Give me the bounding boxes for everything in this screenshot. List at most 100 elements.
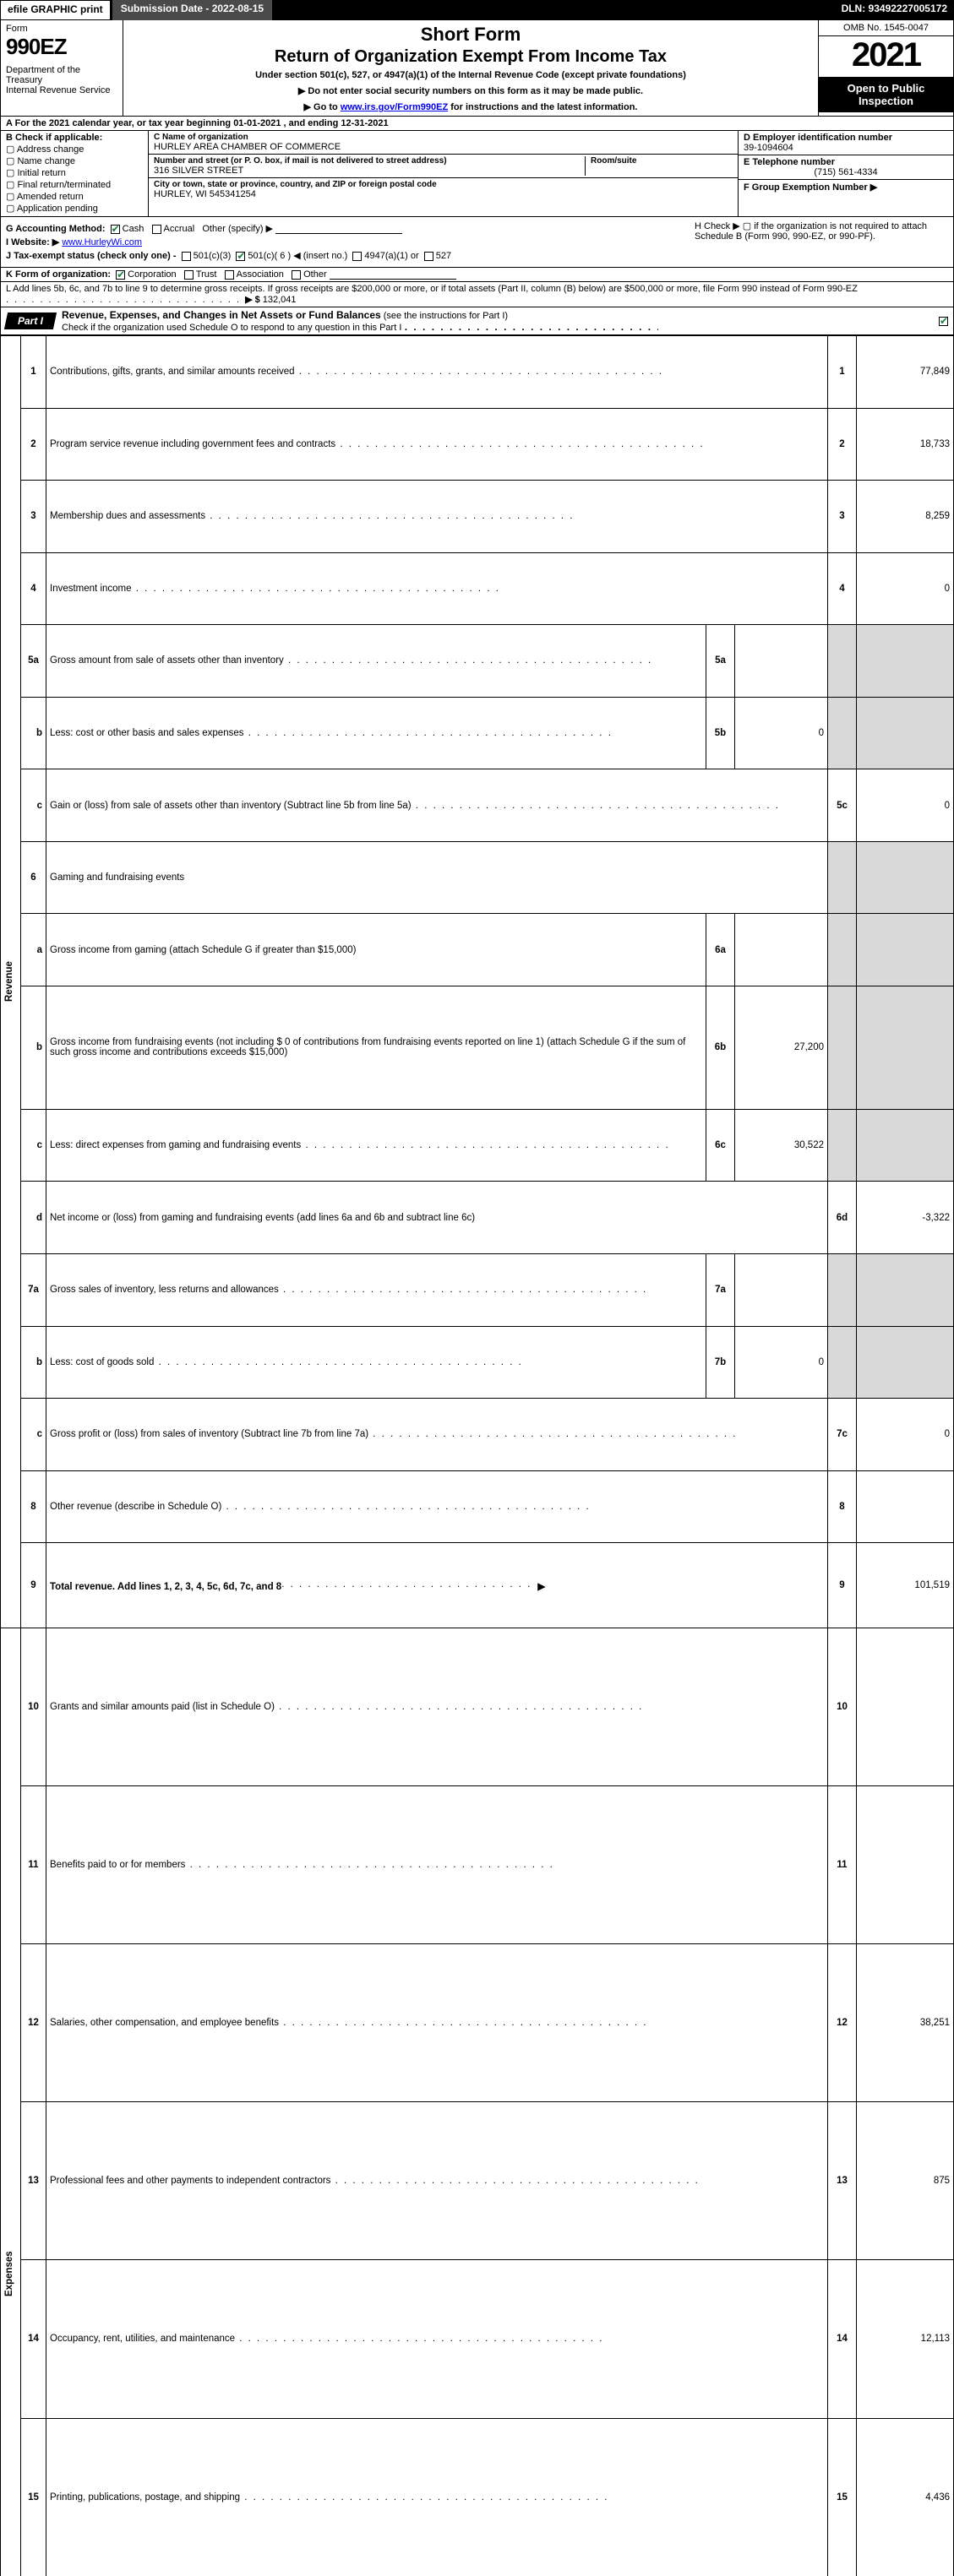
shade-cell	[857, 1109, 954, 1182]
chk-association[interactable]	[225, 270, 234, 280]
line-num: 14	[21, 2260, 46, 2418]
chk-527[interactable]	[424, 252, 433, 261]
shade-cell	[857, 625, 954, 698]
line-rlabel: 5c	[828, 769, 857, 842]
shade-cell	[857, 697, 954, 769]
e-row: E Telephone number (715) 561-4334	[739, 155, 953, 180]
line-rval: 0	[857, 1399, 954, 1471]
line-bl: 5b	[706, 697, 735, 769]
chk-cash[interactable]	[111, 225, 120, 234]
line-desc: Grants and similar amounts paid (list in…	[46, 1628, 828, 1786]
line-desc: Professional fees and other payments to …	[46, 2102, 828, 2260]
table-row: 14 Occupancy, rent, utilities, and maint…	[1, 2260, 954, 2418]
line-num: 4	[21, 552, 46, 625]
line-desc: Occupancy, rent, utilities, and maintena…	[46, 2260, 828, 2418]
line-num: d	[21, 1182, 46, 1254]
chk-trust[interactable]	[184, 270, 194, 280]
line-rlabel: 3	[828, 481, 857, 553]
form-header: Form 990EZ Department of the Treasury In…	[0, 20, 954, 117]
top-bar: efile GRAPHIC print Submission Date - 20…	[0, 0, 954, 20]
side-revenue: Revenue	[1, 336, 21, 1628]
l-arrow: ▶ $	[245, 295, 260, 305]
line-bv: 0	[735, 697, 828, 769]
shade-cell	[828, 841, 857, 914]
line-num: 8	[21, 1470, 46, 1543]
table-row: Expenses 10 Grants and similar amounts p…	[1, 1628, 954, 1786]
line-desc: Gross sales of inventory, less returns a…	[46, 1253, 706, 1326]
k-trust: Trust	[196, 269, 217, 280]
f-label: F Group Exemption Number ▶	[744, 182, 877, 193]
g-accrual: Accrual	[164, 224, 195, 234]
k-other: Other	[303, 269, 327, 280]
chk-accrual[interactable]	[152, 225, 161, 234]
table-row: c Gain or (loss) from sale of assets oth…	[1, 769, 954, 842]
side-expenses: Expenses	[1, 1628, 21, 2576]
line-num: b	[21, 697, 46, 769]
line-rval: 0	[857, 769, 954, 842]
line-desc: Less: direct expenses from gaming and fu…	[46, 1109, 706, 1182]
line-rlabel: 8	[828, 1470, 857, 1543]
chk-initial-return[interactable]: Initial return	[6, 167, 143, 178]
line-desc: Printing, publications, postage, and shi…	[46, 2418, 828, 2576]
part1-title-text: Revenue, Expenses, and Changes in Net As…	[62, 309, 381, 321]
shade-cell	[857, 914, 954, 986]
chk-schedule-o[interactable]	[939, 317, 948, 326]
l-value: 132,041	[263, 295, 297, 305]
table-row: 13 Professional fees and other payments …	[1, 2102, 954, 2260]
part1-title-note: (see the instructions for Part I)	[381, 311, 508, 321]
chk-501c3[interactable]	[182, 252, 191, 261]
table-row: 2 Program service revenue including gove…	[1, 408, 954, 481]
part1-title: Revenue, Expenses, and Changes in Net As…	[55, 307, 939, 334]
c-street-row: Number and street (or P. O. box, if mail…	[149, 155, 738, 178]
submission-date: Submission Date - 2022-08-15	[111, 0, 272, 20]
dln-label: DLN: 93492227005172	[835, 0, 954, 20]
line-bv	[735, 1253, 828, 1326]
table-row: b Gross income from fundraising events (…	[1, 986, 954, 1109]
shade-cell	[857, 1253, 954, 1326]
website-link[interactable]: www.HurleyWi.com	[62, 237, 142, 247]
chk-amended-return[interactable]: Amended return	[6, 191, 143, 202]
table-row: b Less: cost of goods sold 7b 0	[1, 1326, 954, 1399]
line-bl: 5a	[706, 625, 735, 698]
line-desc: Gain or (loss) from sale of assets other…	[46, 769, 828, 842]
row-l: L Add lines 5b, 6c, and 7b to line 9 to …	[0, 282, 954, 307]
k-corp: Corporation	[128, 269, 176, 280]
line-rval: 4,436	[857, 2418, 954, 2576]
chk-corporation[interactable]	[116, 270, 125, 280]
c-city-label: City or town, state or province, country…	[154, 180, 733, 189]
line-bv	[735, 625, 828, 698]
table-row: 6 Gaming and fundraising events	[1, 841, 954, 914]
omb-number: OMB No. 1545-0047	[819, 20, 953, 36]
col-c: C Name of organization HURLEY AREA CHAMB…	[149, 131, 738, 216]
header-left: Form 990EZ Department of the Treasury In…	[1, 20, 123, 116]
line-rval: 77,849	[857, 336, 954, 409]
line-num: a	[21, 914, 46, 986]
line-rlabel: 1	[828, 336, 857, 409]
g-other: Other (specify) ▶	[202, 224, 273, 234]
k-other-line[interactable]	[330, 269, 456, 280]
chk-application-pending[interactable]: Application pending	[6, 203, 143, 214]
j-o1: 501(c)(3)	[194, 251, 232, 261]
org-name: HURLEY AREA CHAMBER OF COMMERCE	[154, 142, 733, 152]
g-other-line[interactable]	[275, 224, 402, 234]
d-label: D Employer identification number	[744, 133, 892, 143]
part1-tab: Part I	[4, 312, 57, 329]
line-desc: Total revenue. Add lines 1, 2, 3, 4, 5c,…	[46, 1543, 828, 1628]
efile-print-label[interactable]: efile GRAPHIC print	[0, 0, 111, 20]
col-def: D Employer identification number 39-1094…	[738, 131, 953, 216]
irs-link[interactable]: www.irs.gov/Form990EZ	[341, 102, 448, 112]
org-city: HURLEY, WI 545341254	[154, 189, 733, 199]
table-row: 9 Total revenue. Add lines 1, 2, 3, 4, 5…	[1, 1543, 954, 1628]
instr2-post: for instructions and the latest informat…	[448, 102, 637, 112]
chk-4947[interactable]	[352, 252, 362, 261]
table-row: 12 Salaries, other compensation, and emp…	[1, 1944, 954, 2102]
chk-other-org[interactable]	[292, 270, 301, 280]
line-rval: 12,113	[857, 2260, 954, 2418]
line-rlabel: 9	[828, 1543, 857, 1628]
chk-name-change[interactable]: Name change	[6, 155, 143, 166]
h-box: H Check ▶ ▢ if the organization is not r…	[695, 220, 948, 242]
chk-address-change[interactable]: Address change	[6, 144, 143, 155]
chk-final-return[interactable]: Final return/terminated	[6, 179, 143, 190]
chk-501c[interactable]	[236, 252, 245, 261]
table-row: a Gross income from gaming (attach Sched…	[1, 914, 954, 986]
